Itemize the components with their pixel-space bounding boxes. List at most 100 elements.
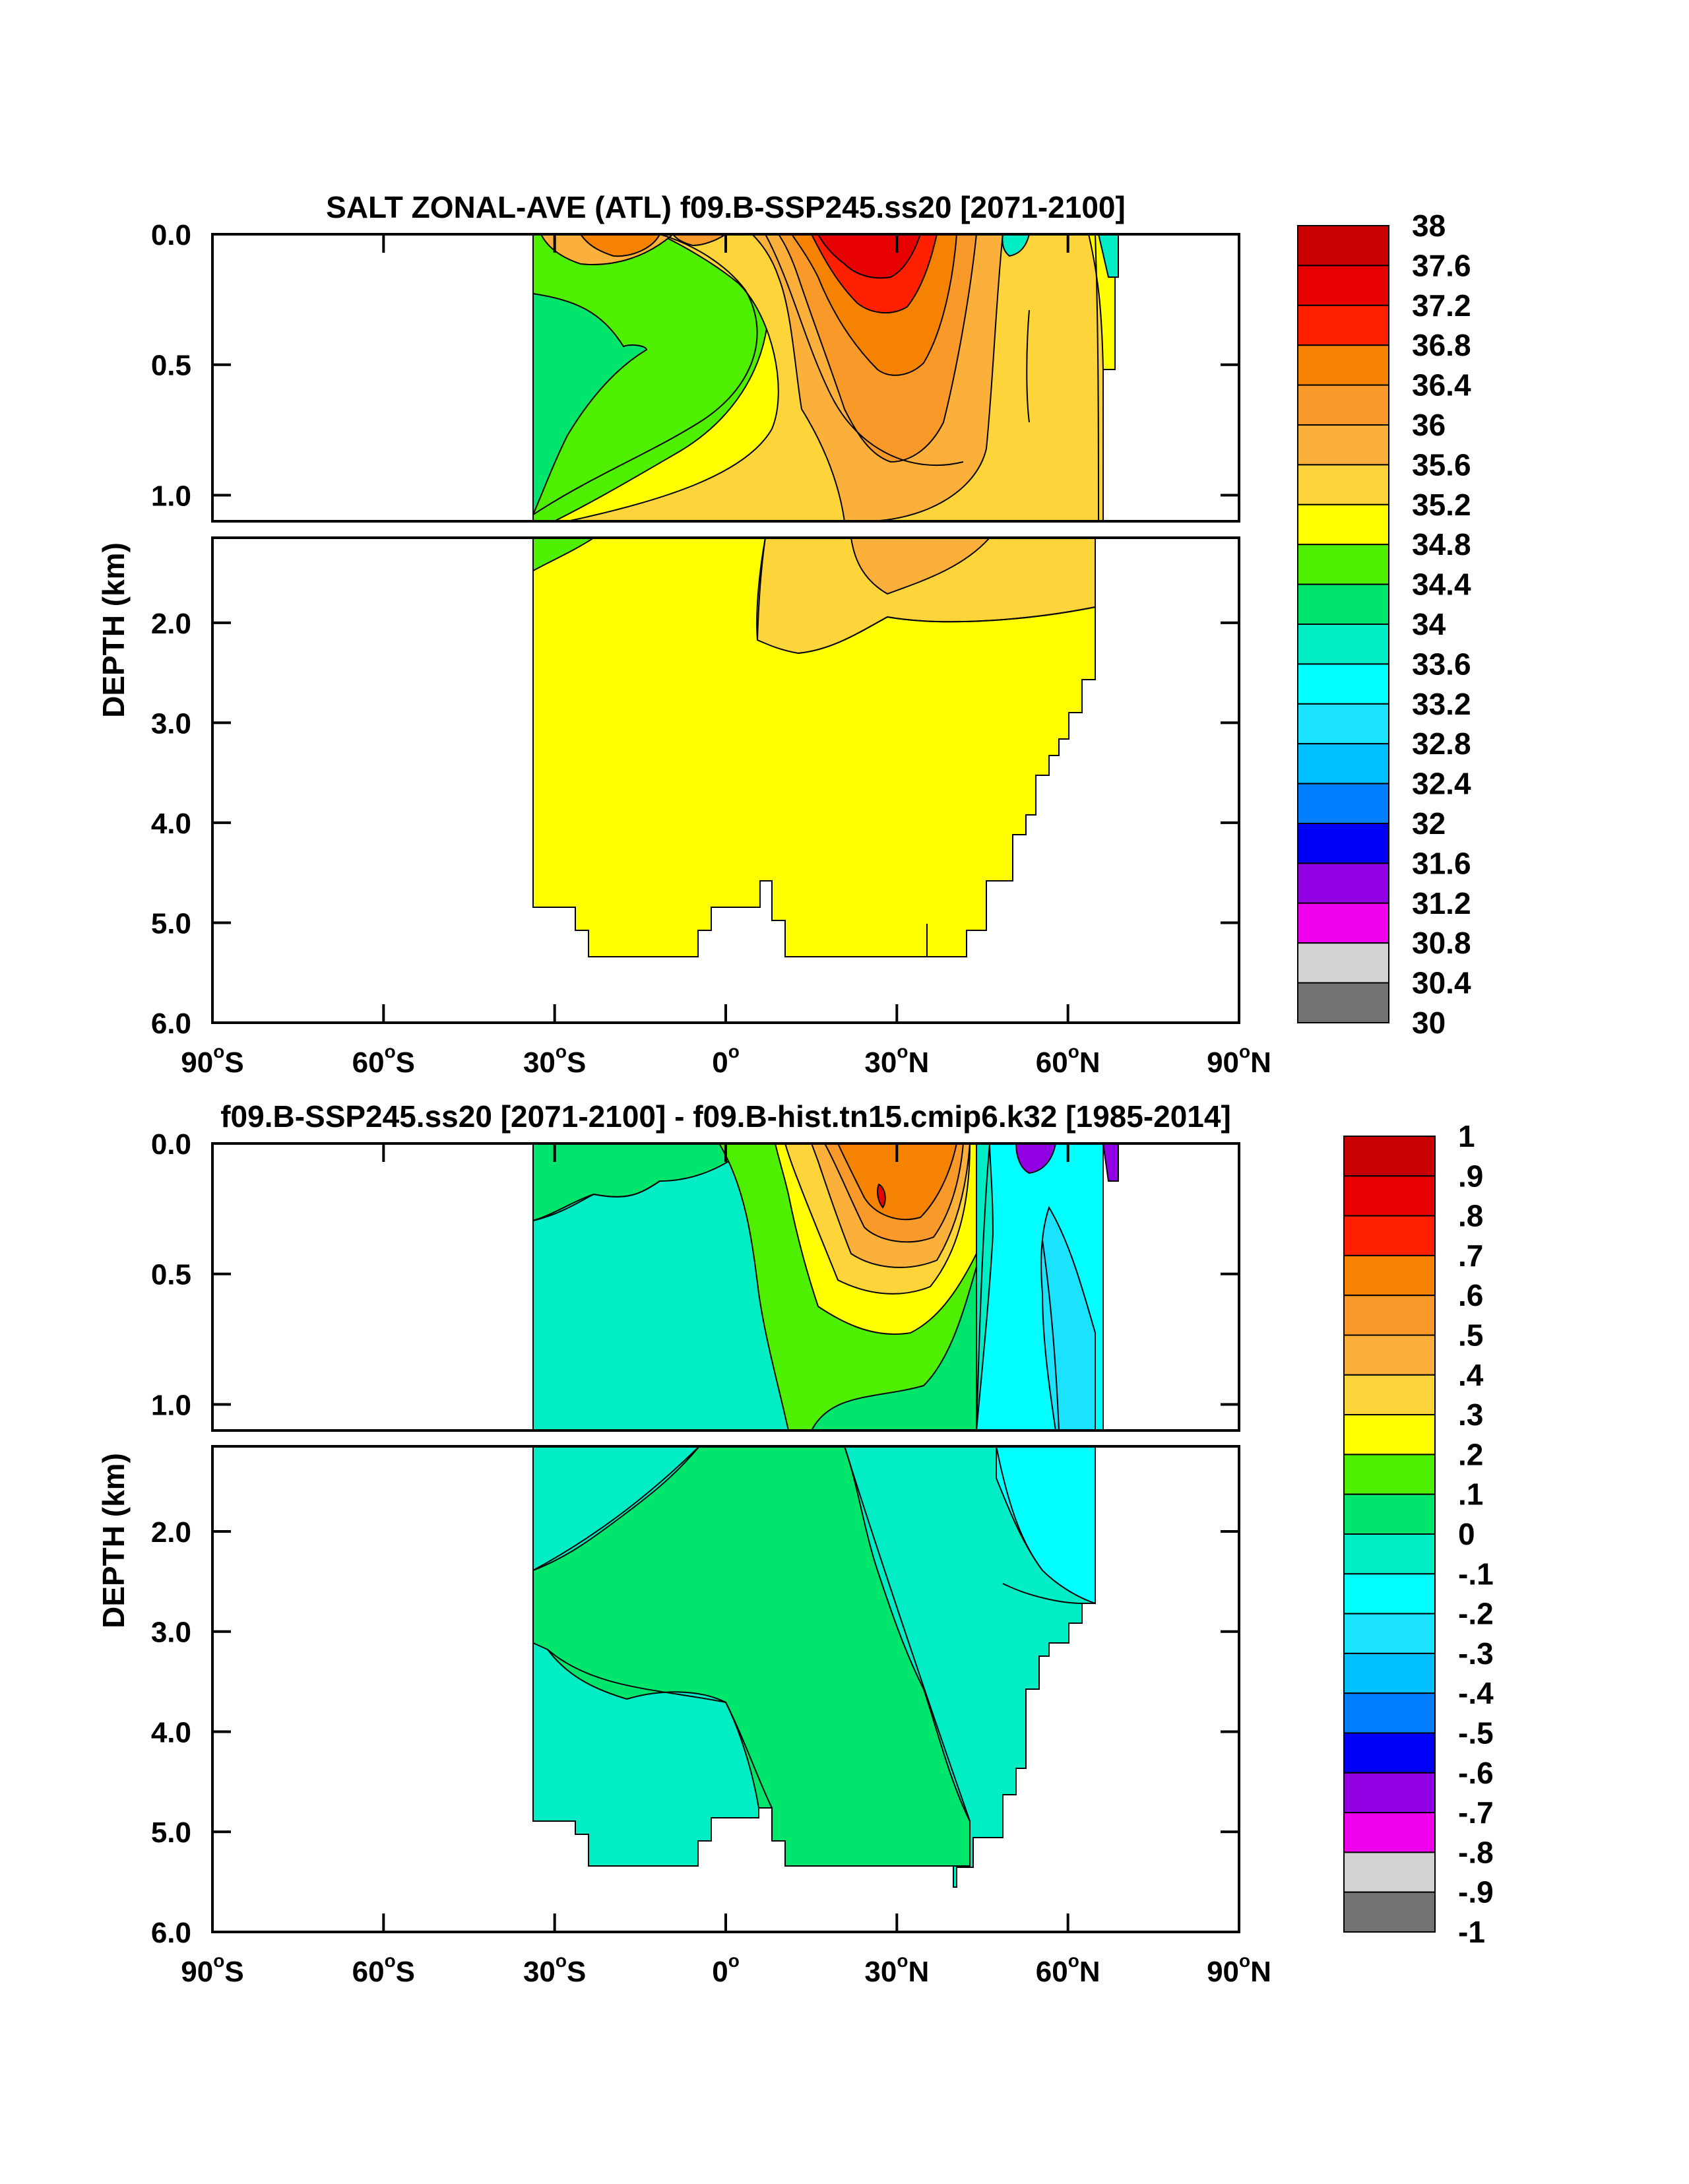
contour-line	[1026, 309, 1030, 423]
colorbar-label: 32.4	[1412, 767, 1471, 801]
colorbar-swatch	[1297, 464, 1389, 505]
colorbar-swatch	[1343, 1533, 1436, 1575]
y-tick-label: 6.0	[151, 1008, 191, 1040]
contour-line	[765, 234, 964, 466]
colorbar: 1 .9 .8 .7 .6 .5 .4 .3 .2 .1 0 -.1 -.2 -.3 -.4 -.5 -.6 -.…	[1343, 1119, 1494, 1949]
colorbar-label: .7	[1458, 1238, 1483, 1273]
x-tick-label: 0o	[712, 1041, 740, 1079]
colorbar-swatch	[1297, 743, 1389, 785]
x-tick-label: 90oS	[181, 1041, 243, 1079]
contour-line	[757, 538, 766, 641]
contour-line	[532, 234, 758, 515]
y-tick-label: 5.0	[151, 907, 191, 940]
y-tick-label: 0.0	[151, 219, 191, 251]
colorbar-label: 0	[1458, 1517, 1475, 1551]
y-axis-label: DEPTH (km)	[96, 1453, 131, 1628]
colorbar-label: 31.2	[1412, 886, 1471, 920]
colorbar-label: .1	[1458, 1477, 1483, 1512]
colorbar-swatch	[1343, 1374, 1436, 1416]
colorbar-swatch	[1297, 663, 1389, 705]
x-tick-label: 30oN	[864, 1041, 929, 1079]
colorbar-swatch	[1297, 902, 1389, 944]
colorbar-swatch	[1297, 265, 1389, 306]
colorbar-label: 38	[1412, 209, 1446, 243]
colorbar-label: -.8	[1458, 1835, 1494, 1869]
colorbar-swatch	[1343, 1851, 1436, 1893]
colorbar-label: -.5	[1458, 1716, 1494, 1750]
contour-region-positive-max	[877, 1183, 886, 1209]
panel-title: f09.B-SSP245.ss20 [2071-2100] - f09.B-hi…	[220, 1099, 1231, 1134]
contour-region-subtropical-max	[817, 234, 922, 279]
y-axis-label: DEPTH (km)	[96, 542, 131, 718]
contour-line	[996, 1446, 1043, 1571]
y-tick-label: 1.0	[151, 480, 191, 512]
contour-line	[1042, 1240, 1060, 1430]
colorbar-swatch	[1343, 1454, 1436, 1495]
colorbar-swatch	[1297, 304, 1389, 346]
y-tick-label: 6.0	[151, 1917, 191, 1949]
colorbar-label: 33.6	[1412, 647, 1471, 681]
colorbar-label: .4	[1458, 1358, 1484, 1392]
y-tick-label: 0.5	[151, 1259, 191, 1291]
colorbar-label: .2	[1458, 1437, 1483, 1471]
upper-contour-fill	[532, 234, 1119, 521]
colorbar-label: 34	[1412, 607, 1446, 641]
colorbar-label: 32	[1412, 806, 1446, 841]
colorbar-label: .8	[1458, 1199, 1483, 1233]
colorbar-swatch	[1297, 225, 1389, 267]
x-tick-label: 30oS	[523, 1041, 586, 1079]
colorbar-label: -.2	[1458, 1597, 1494, 1631]
colorbar-label: .5	[1458, 1318, 1483, 1353]
colorbar-label: -.7	[1458, 1795, 1494, 1830]
y-tick-label: 5.0	[151, 1816, 191, 1849]
y-tick-label: 3.0	[151, 707, 191, 740]
contour-region-deep-water	[532, 538, 1096, 957]
colorbar-label: -.4	[1458, 1676, 1494, 1710]
colorbar-swatch	[1343, 1254, 1436, 1297]
colorbar-swatch	[1343, 1414, 1436, 1456]
colorbar-swatch	[1343, 1493, 1436, 1535]
colorbar-swatch	[1343, 1891, 1436, 1933]
colorbar-swatch	[1343, 1334, 1436, 1376]
colorbar-label: -.1	[1458, 1557, 1494, 1591]
colorbar: 38 37.6 37.2 36.8 36.4 36 35.6 35.2 34.8 34.4 34 33…	[1297, 209, 1471, 1040]
colorbar-label: 1	[1458, 1119, 1475, 1153]
colorbar-swatch	[1343, 1812, 1436, 1853]
colorbar-label: 31.6	[1412, 846, 1471, 880]
colorbar-label: 35.6	[1412, 447, 1471, 482]
contour-line	[976, 1143, 990, 1430]
contour-lines	[532, 1143, 1083, 1822]
colorbar-label: -.6	[1458, 1756, 1494, 1790]
y-tick-label: 4.0	[151, 808, 191, 840]
panel-2: f09.B-SSP245.ss20 [2071-2100] - f09.B-hi…	[96, 1099, 1494, 1988]
contour-region-arctic-strong-negative	[1015, 1143, 1119, 1182]
upper-contour-fill	[532, 1143, 1119, 1430]
colorbar-swatch	[1297, 384, 1389, 426]
y-tick-label: 0.5	[151, 350, 191, 382]
colorbar-swatch	[1297, 862, 1389, 904]
colorbar-label: -.9	[1458, 1875, 1494, 1910]
contour-region-subtropical-mid	[850, 538, 991, 595]
colorbar-swatch	[1297, 703, 1389, 745]
colorbar-label: .6	[1458, 1278, 1483, 1312]
colorbar-swatch	[1297, 982, 1389, 1023]
x-tick-label: 90oN	[1207, 1041, 1271, 1079]
colorbar-swatch	[1343, 1732, 1436, 1774]
contour-line	[1002, 1583, 1083, 1604]
y-tick-label: 1.0	[151, 1389, 191, 1421]
x-tick-label: 30oN	[864, 1950, 929, 1988]
colorbar-swatch	[1343, 1136, 1436, 1177]
x-tick-label: 60oS	[352, 1950, 415, 1988]
panel-title: SALT ZONAL-AVE (ATL) f09.B-SSP245.ss20 […	[326, 190, 1126, 224]
colorbar-swatch	[1297, 942, 1389, 984]
x-tick-label: 60oS	[352, 1041, 415, 1079]
colorbar-swatch	[1297, 424, 1389, 466]
colorbar-label: 30.4	[1412, 966, 1471, 1000]
colorbar-label: -1	[1458, 1915, 1485, 1949]
x-tick-label: 0o	[712, 1950, 740, 1988]
colorbar-label: 33.2	[1412, 687, 1471, 721]
contour-line	[532, 1446, 700, 1571]
colorbar-swatch	[1343, 1772, 1436, 1814]
x-tick-label: 60oN	[1036, 1950, 1100, 1988]
